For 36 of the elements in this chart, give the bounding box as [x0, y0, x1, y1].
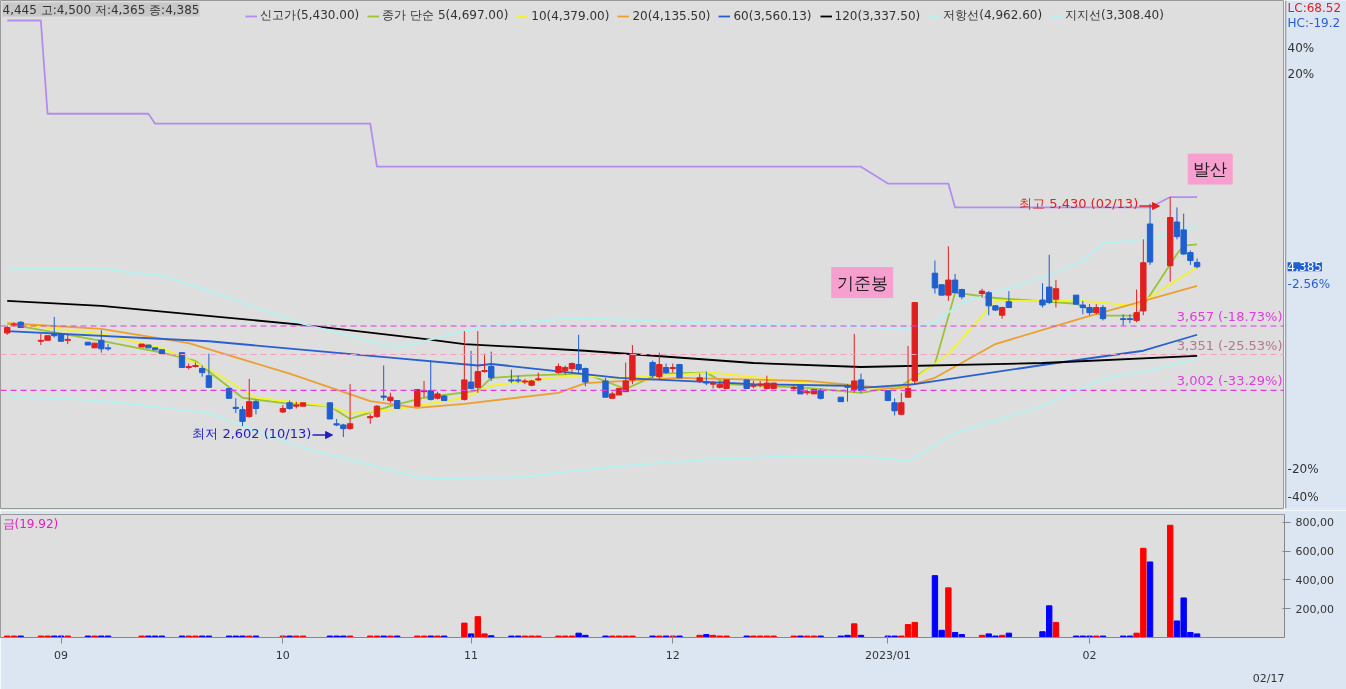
legend-label: 종가 단순 5(4,697.00): [382, 7, 509, 24]
legend-label: 지지선(3,308.40): [1065, 7, 1164, 24]
y-tick-label: 800,00: [1295, 516, 1334, 530]
x-tick-label: 02: [1082, 648, 1097, 662]
ref-line-label: 3,657 (-18.73%): [1176, 309, 1283, 325]
legend-label: 120(3,337.50): [834, 8, 921, 23]
annotation: 기준봉: [836, 272, 888, 293]
text: 40%: [1287, 40, 1315, 55]
ref-line-label: 3,002 (-33.29%): [1176, 373, 1283, 389]
text: HC:-19.2: [1287, 16, 1341, 31]
annotation: 최고 5,430 (02/13): [1019, 196, 1139, 212]
annotation: 발산: [1193, 159, 1228, 180]
text: LC:68.52: [1287, 1, 1342, 16]
annotation: 4,445 고:4,500 저:4,365 종:4,385: [2, 2, 200, 17]
x-tick-label: 09: [54, 648, 68, 662]
legend-label: 60(3,560.13): [733, 8, 812, 23]
text: -20%: [1287, 462, 1319, 477]
y-tick-label: 400,00: [1295, 573, 1334, 587]
text: 4,385: [1287, 260, 1322, 275]
y-tick-label: 600,00: [1295, 545, 1334, 559]
text: 20%: [1287, 66, 1315, 81]
annotation: 금(19.92): [2, 516, 59, 531]
annotation: 최저 2,602 (10/13): [192, 426, 312, 442]
y-tick-label: 200,00: [1295, 602, 1334, 616]
ref-line-label: 3,351 (-25.53%): [1176, 337, 1283, 353]
x-tick-label: 11: [464, 648, 479, 662]
text: -2.56%: [1287, 277, 1331, 292]
text: -40%: [1287, 490, 1319, 505]
text: 02/17: [1252, 671, 1285, 685]
legend-label: 저항선(4,962.60): [943, 7, 1043, 24]
x-tick-label: 10: [275, 648, 290, 662]
x-tick-label: 12: [665, 648, 680, 662]
legend-label: 신고가(5,430.00): [260, 7, 360, 24]
x-tick-label: 2023/01: [865, 648, 911, 662]
legend-label: 20(4,135.50): [632, 8, 711, 23]
legend-label: 10(4,379.00): [531, 8, 610, 23]
